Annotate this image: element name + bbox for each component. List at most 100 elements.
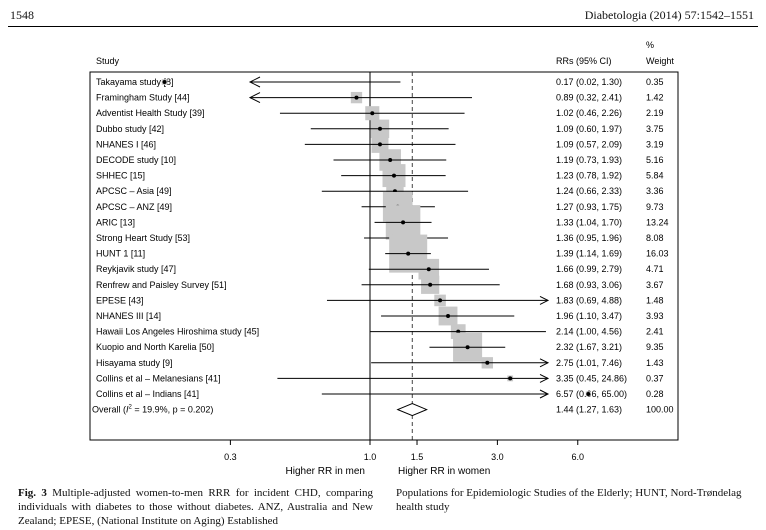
study-weight: 1.42 <box>646 93 664 103</box>
study-weight: 9.35 <box>646 342 664 352</box>
x-tick-label: 0.3 <box>224 452 237 462</box>
study-label: APCSC – Asia [49] <box>96 186 172 196</box>
study-point-estimate <box>162 80 167 84</box>
x-tick-label: 6.0 <box>572 452 585 462</box>
overall-weight: 100.00 <box>646 405 674 415</box>
ci-arrow-right <box>539 358 550 368</box>
overall-label: Overall (I2 = 19.9%, p = 0.202) <box>92 405 213 415</box>
study-weight: 2.41 <box>646 327 664 337</box>
forest-plot: Study RRs (95% CI) % Weight Takayama stu… <box>89 40 679 477</box>
column-header-rr: RRs (95% CI) <box>556 56 612 66</box>
study-weight: 16.03 <box>646 249 669 259</box>
study-rr-text: 3.35 (0.45, 24.86) <box>556 373 627 383</box>
study-point-estimate <box>426 267 431 272</box>
ci-arrow-right <box>539 389 550 399</box>
study-label: HUNT 1 [11] <box>96 249 145 259</box>
study-label: APCSC – ANZ [49] <box>96 202 172 212</box>
study-weight: 0.37 <box>646 373 664 383</box>
study-label: Strong Heart Study [53] <box>96 233 190 243</box>
ci-arrow-left <box>248 92 261 104</box>
study-label: EPESE [43] <box>96 295 144 305</box>
study-rr-text: 1.66 (0.99, 2.79) <box>556 264 622 274</box>
study-point-estimate <box>446 314 451 318</box>
study-weight: 0.28 <box>646 389 664 399</box>
ci-arrow-left <box>248 76 261 88</box>
figure-caption-right: Populations for Epidemiologic Studies of… <box>396 487 742 513</box>
study-point-estimate <box>392 173 397 178</box>
x-label-men: Higher RR in men <box>286 466 365 477</box>
study-label: SHHEC [15] <box>96 171 145 181</box>
study-label: Dubbo study [42] <box>96 124 164 134</box>
study-weight: 1.48 <box>646 295 664 305</box>
study-rr-text: 6.57 (0.66, 65.00) <box>556 389 627 399</box>
study-point-estimate <box>485 360 490 365</box>
study-point-estimate <box>388 158 393 162</box>
x-tick-label: 3.0 <box>491 452 504 462</box>
study-weight: 3.19 <box>646 139 664 149</box>
study-rr-text: 1.09 (0.60, 1.97) <box>556 124 622 134</box>
study-rr-text: 2.14 (1.00, 4.56) <box>556 327 622 337</box>
study-label: Renfrew and Paisley Survey [51] <box>96 280 227 290</box>
overall-diamond <box>396 403 428 417</box>
study-point-estimate <box>428 282 433 287</box>
study-rr-text: 1.24 (0.66, 2.33) <box>556 186 622 196</box>
study-point-estimate <box>438 298 443 303</box>
study-label: Kuopio and North Karelia [50] <box>96 342 214 352</box>
study-weight: 2.19 <box>646 108 664 118</box>
study-weight: 3.36 <box>646 186 664 196</box>
column-header-weight: Weight <box>646 56 674 66</box>
study-weight: 5.16 <box>646 155 664 165</box>
study-weight: 3.75 <box>646 124 664 134</box>
study-rr-text: 1.23 (0.78, 1.92) <box>556 171 622 181</box>
study-weight: 5.84 <box>646 171 664 181</box>
study-rr-text: 1.09 (0.57, 2.09) <box>556 139 622 149</box>
study-point-estimate <box>406 251 411 256</box>
study-label: Collins et al – Indians [41] <box>96 389 199 399</box>
study-label: Hawaii Los Angeles Hiroshima study [45] <box>96 327 259 337</box>
study-label: DECODE study [10] <box>96 155 176 165</box>
study-rr-text: 1.27 (0.93, 1.75) <box>556 202 622 212</box>
study-weight: 13.24 <box>646 217 669 227</box>
study-label: Reykjavik study [47] <box>96 264 176 274</box>
study-rr-text: 1.68 (0.93, 3.06) <box>556 280 622 290</box>
x-label-women: Higher RR in women <box>398 466 490 477</box>
figure-label: Fig. 3 <box>18 487 47 499</box>
study-rr-text: 1.36 (0.95, 1.96) <box>556 233 622 243</box>
study-point-estimate <box>465 345 470 350</box>
study-rr-text: 1.33 (1.04, 1.70) <box>556 217 622 227</box>
study-point-estimate <box>508 376 513 381</box>
study-weight: 9.73 <box>646 202 664 212</box>
study-rr-text: 0.89 (0.32, 2.41) <box>556 93 622 103</box>
ci-arrow-right <box>539 295 550 305</box>
study-point-estimate <box>370 111 375 116</box>
study-weight: 0.35 <box>646 77 664 87</box>
study-label: Framingham Study [44] <box>96 93 190 103</box>
header-rule <box>8 26 758 27</box>
study-label: NHANES I [46] <box>96 139 156 149</box>
ci-arrow-right <box>539 373 550 383</box>
study-point-estimate <box>586 392 591 396</box>
study-label: Hisayama study [9] <box>96 358 173 368</box>
study-rr-text: 0.17 (0.02, 1.30) <box>556 77 622 87</box>
study-rr-text: 1.19 (0.73, 1.93) <box>556 155 622 165</box>
study-label: Takayama study [8] <box>96 77 174 87</box>
study-weight: 1.43 <box>646 358 664 368</box>
study-rr-text: 1.83 (0.69, 4.88) <box>556 295 622 305</box>
x-tick-label: 1.5 <box>411 452 424 462</box>
study-weight: 3.67 <box>646 280 664 290</box>
study-point-estimate <box>456 329 461 334</box>
study-rr-text: 2.32 (1.67, 3.21) <box>556 342 622 352</box>
journal-citation: Diabetologia (2014) 57:1542–1551 <box>584 8 754 22</box>
study-point-estimate <box>377 126 382 131</box>
overall-rr-text: 1.44 (1.27, 1.63) <box>556 405 622 415</box>
study-label: Collins et al – Melanesians [41] <box>96 373 221 383</box>
figure-caption-left: Fig. 3 Multiple-adjusted women-to-men RR… <box>18 486 373 528</box>
study-weight: 8.08 <box>646 233 664 243</box>
study-rr-text: 1.02 (0.46, 2.26) <box>556 108 622 118</box>
study-label: Adventist Health Study [39] <box>96 108 205 118</box>
study-rr-text: 1.96 (1.10, 3.47) <box>556 311 622 321</box>
study-label: NHANES III [14] <box>96 311 161 321</box>
study-label: ARIC [13] <box>96 217 135 227</box>
study-rr-text: 1.39 (1.14, 1.69) <box>556 249 622 259</box>
column-header-study: Study <box>96 56 120 66</box>
